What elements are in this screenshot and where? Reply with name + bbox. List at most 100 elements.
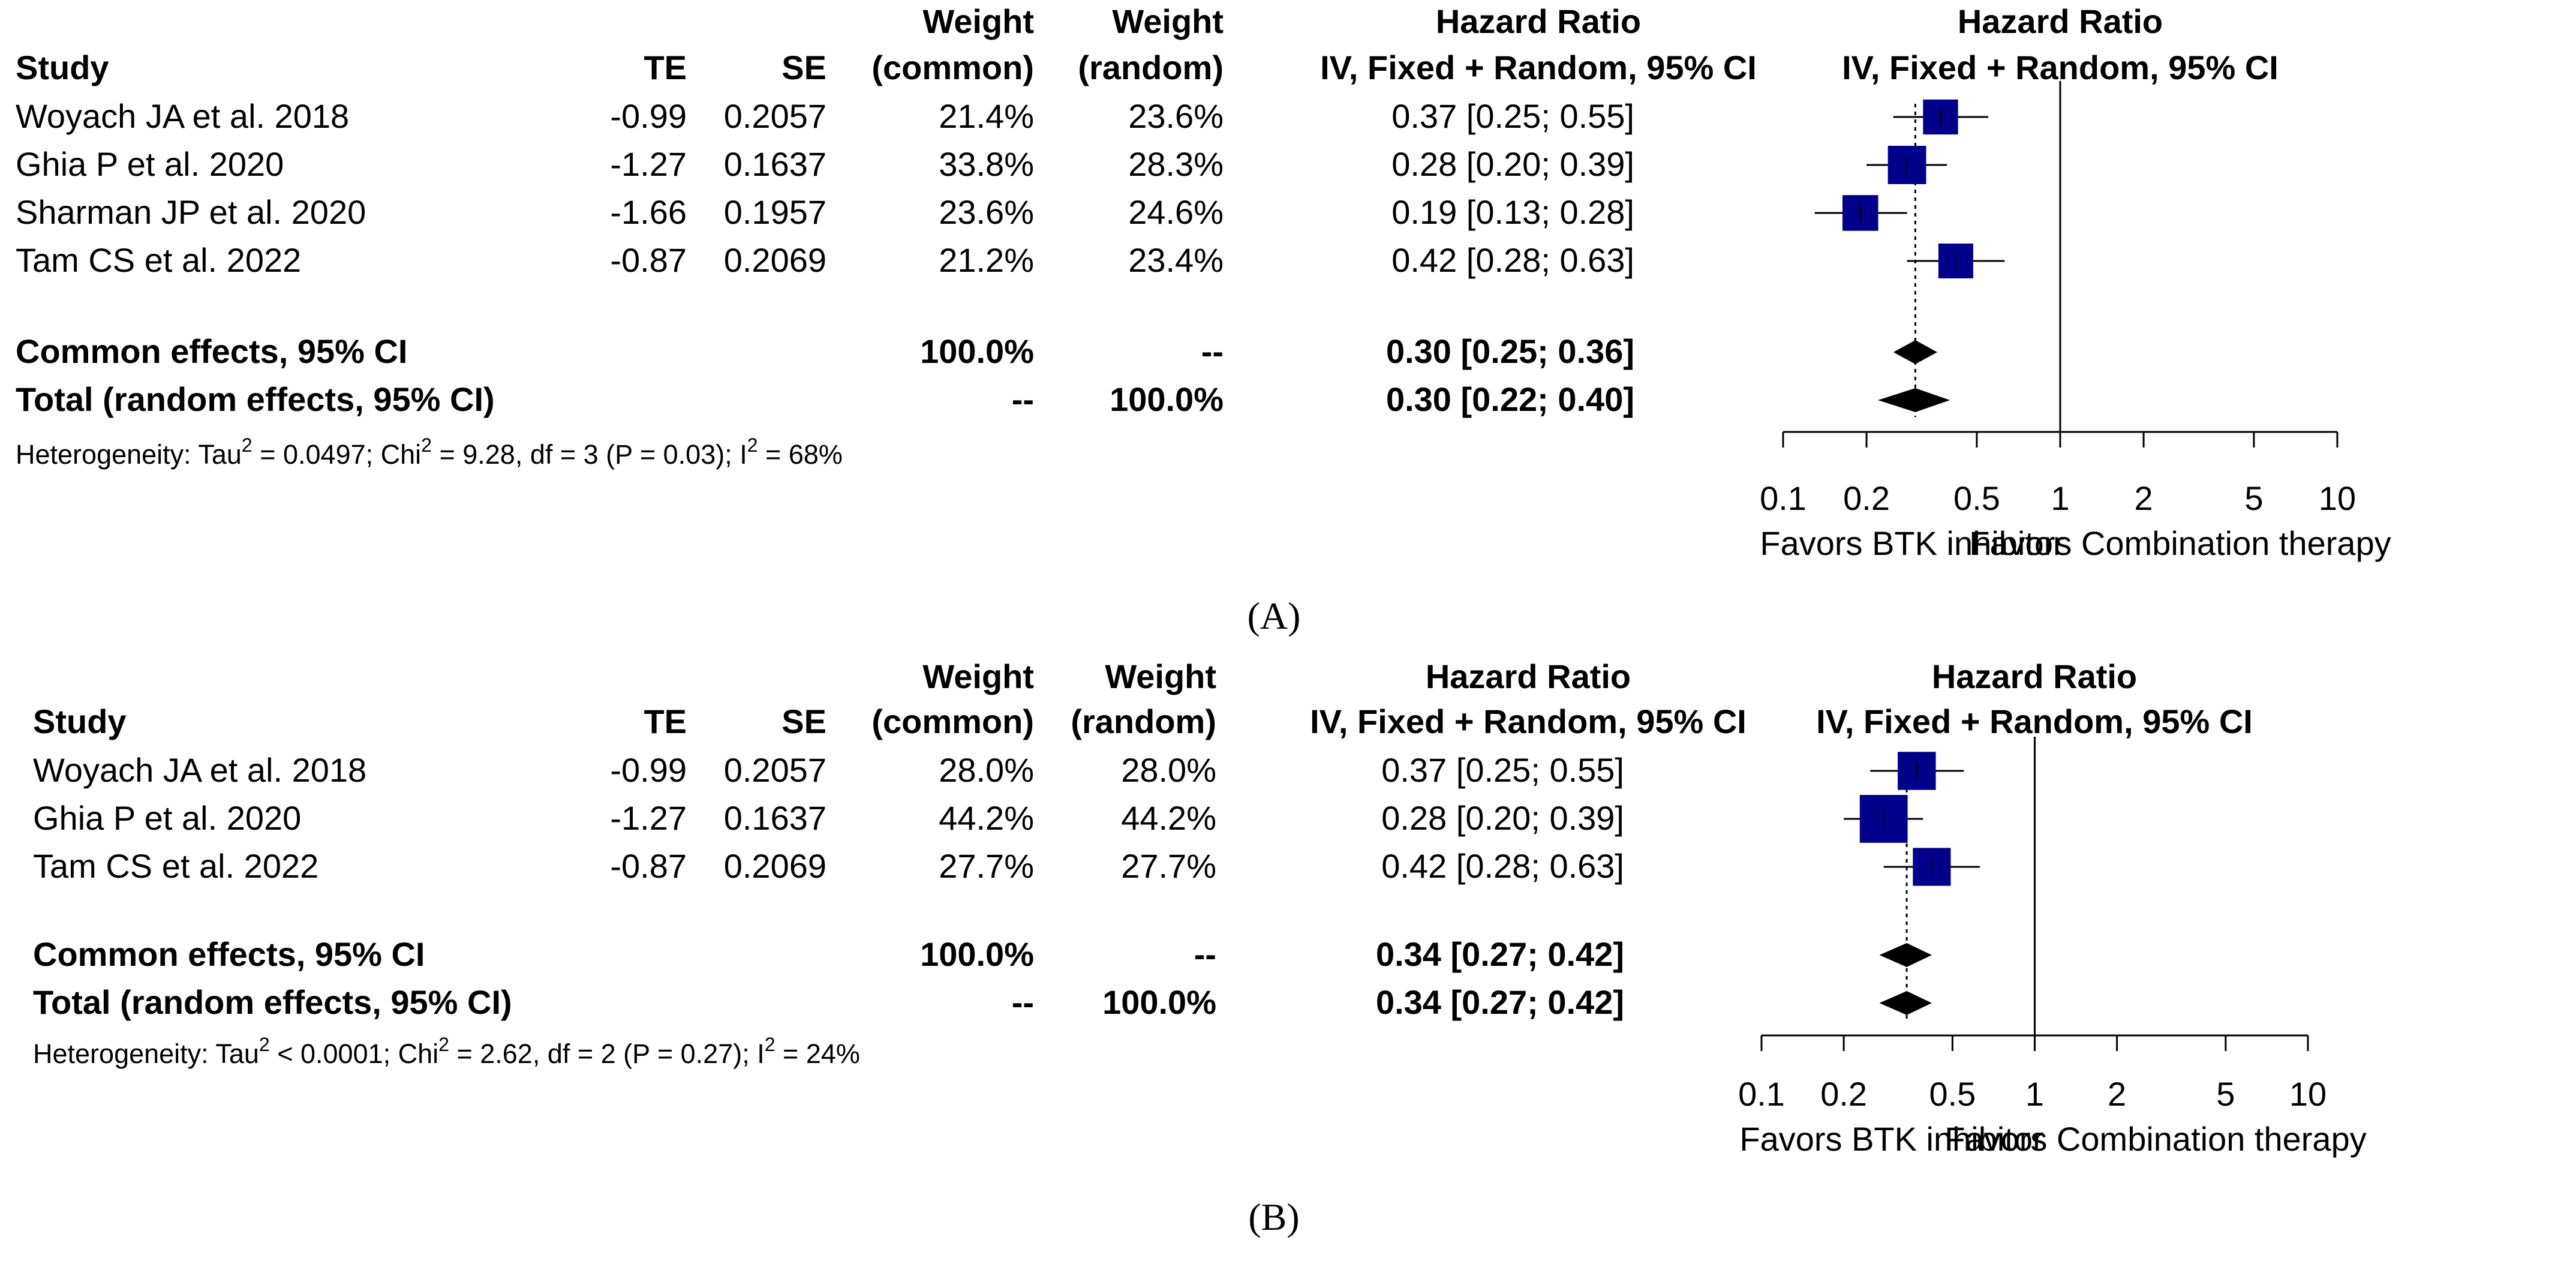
summary-weight-common: 100.0% — [920, 935, 1034, 973]
summary-weight-random: 100.0% — [1102, 983, 1216, 1021]
x-tick-label: 10 — [2289, 1075, 2326, 1113]
study-label: Sharman JP et al. 2020 — [16, 193, 366, 231]
study-label: Woyach JA et al. 2018 — [16, 97, 349, 135]
study-se: 0.2069 — [724, 241, 826, 279]
header-weight-common: Weight — [922, 2, 1034, 40]
summary-hr-ci: 0.34 [0.27; 0.42] — [1376, 935, 1624, 973]
header-weight-random: Weight — [1112, 2, 1224, 40]
study-te: -1.27 — [610, 145, 687, 183]
study-te: -1.27 — [610, 799, 687, 837]
heterogeneity-part: = 24% — [775, 1038, 860, 1069]
study-hr-ci: 0.37 [0.25; 0.55] — [1391, 97, 1634, 135]
panel-label: (A) — [1248, 595, 1301, 637]
study-weight-random: 28.3% — [1128, 145, 1224, 183]
heterogeneity-superscript: 2 — [421, 434, 432, 456]
x-tick-label: 2 — [2108, 1075, 2126, 1113]
favors-left-label: Favors BTK inhibitor — [1739, 1120, 2043, 1158]
summary-weight-common: -- — [1012, 380, 1034, 418]
summary-weight-common: 100.0% — [920, 332, 1034, 370]
study-se: 0.1637 — [724, 145, 826, 183]
heterogeneity-part: Heterogeneity: Tau — [16, 439, 242, 470]
header-hazard-ratio: Hazard Ratio — [1426, 657, 1631, 695]
x-tick-label: 2 — [2134, 479, 2153, 517]
favors-right-label: Favors Combination therapy — [1969, 524, 2391, 562]
header-hazard-ratio-method: IV, Fixed + Random, 95% CI — [1320, 49, 1757, 86]
heterogeneity-text: Heterogeneity: Tau2 = 0.0497; Chi2 = 9.2… — [16, 434, 843, 470]
x-tick-label: 0.2 — [1820, 1075, 1867, 1113]
study-weight-common: 21.2% — [939, 241, 1034, 279]
summary-label: Total (random effects, 95% CI) — [16, 380, 495, 418]
header-te: TE — [644, 702, 687, 740]
x-tick-label: 1 — [2051, 479, 2069, 517]
header-weight-random-sub: (random) — [1071, 702, 1216, 740]
summary-hr-ci: 0.30 [0.22; 0.40] — [1386, 380, 1634, 418]
heterogeneity-superscript: 2 — [747, 434, 758, 456]
study-se: 0.2069 — [724, 847, 826, 885]
study-weight-common: 23.6% — [939, 193, 1034, 231]
study-weight-random: 27.7% — [1121, 847, 1216, 885]
header-hazard-ratio-method: IV, Fixed + Random, 95% CI — [1310, 702, 1747, 740]
favors-right-label: Favors Combination therapy — [1944, 1120, 2366, 1158]
forest-panel-a: Weight Weight Hazard Ratio Hazard Ratio Stud… — [16, 2, 2391, 637]
study-weight-random: 28.0% — [1121, 751, 1216, 789]
study-label: Tam CS et al. 2022 — [33, 847, 318, 885]
x-tick-label: 5 — [2244, 479, 2263, 517]
summary-weight-random: -- — [1194, 935, 1216, 973]
study-weight-random: 23.4% — [1128, 241, 1224, 279]
summary-label: Common effects, 95% CI — [16, 332, 408, 370]
study-label: Ghia P et al. 2020 — [16, 145, 284, 183]
x-tick-label: 1 — [2025, 1075, 2044, 1113]
study-te: -0.87 — [610, 847, 687, 885]
heterogeneity-part: < 0.0001; Chi — [270, 1038, 438, 1069]
summary-weight-random: -- — [1201, 332, 1224, 370]
header-weight-common-sub: (common) — [871, 49, 1034, 86]
summary-diamond — [1878, 388, 1950, 412]
header-plot-hazard-ratio: Hazard Ratio — [1932, 657, 2137, 695]
heterogeneity-part: = 9.28, df = 3 (P = 0.03); I — [432, 439, 747, 470]
heterogeneity-superscript: 2 — [765, 1034, 775, 1055]
study-weight-random: 24.6% — [1128, 193, 1224, 231]
x-tick-label: 0.2 — [1843, 479, 1890, 517]
summary-diamond — [1893, 340, 1938, 364]
study-hr-ci: 0.42 [0.28; 0.63] — [1391, 241, 1634, 279]
study-hr-ci: 0.28 [0.20; 0.39] — [1391, 145, 1634, 183]
study-se: 0.2057 — [724, 751, 826, 789]
x-tick-label: 0.1 — [1738, 1075, 1785, 1113]
header-plot-method: IV, Fixed + Random, 95% CI — [1816, 702, 2253, 740]
summary-hr-ci: 0.30 [0.25; 0.36] — [1386, 332, 1634, 370]
heterogeneity-part: = 0.0497; Chi — [253, 439, 421, 470]
x-tick-label: 0.5 — [1929, 1075, 1976, 1113]
summary-hr-ci: 0.34 [0.27; 0.42] — [1376, 983, 1624, 1021]
header-weight-common-sub: (common) — [871, 702, 1034, 740]
study-weight-common: 21.4% — [939, 97, 1034, 135]
study-se: 0.1637 — [724, 799, 826, 837]
study-hr-ci: 0.28 [0.20; 0.39] — [1381, 799, 1624, 837]
study-te: -0.99 — [610, 97, 687, 135]
study-te: -1.66 — [610, 193, 687, 231]
x-tick-label: 5 — [2216, 1075, 2235, 1113]
header-study: Study — [33, 702, 127, 740]
study-se: 0.1957 — [724, 193, 826, 231]
study-weight-random: 44.2% — [1121, 799, 1216, 837]
panel-label: (B) — [1248, 1196, 1299, 1238]
heterogeneity-text: Heterogeneity: Tau2 < 0.0001; Chi2 = 2.6… — [33, 1034, 860, 1069]
header-weight-random-sub: (random) — [1078, 49, 1224, 86]
header-te: TE — [644, 49, 687, 86]
heterogeneity-superscript: 2 — [259, 1034, 270, 1055]
forest-panel-b: Weight Weight Hazard Ratio Hazard Ratio Stud… — [33, 657, 2367, 1238]
header-weight-random: Weight — [1105, 657, 1216, 695]
header-se: SE — [781, 49, 826, 86]
study-te: -0.99 — [610, 751, 687, 789]
study-hr-ci: 0.37 [0.25; 0.55] — [1381, 751, 1624, 789]
study-label: Tam CS et al. 2022 — [16, 241, 301, 279]
study-label: Woyach JA et al. 2018 — [33, 751, 366, 789]
study-weight-common: 28.0% — [939, 751, 1034, 789]
summary-weight-common: -- — [1012, 983, 1034, 1021]
heterogeneity-superscript: 2 — [438, 1034, 449, 1055]
study-te: -0.87 — [610, 241, 687, 279]
study-weight-common: 27.7% — [939, 847, 1034, 885]
study-weight-common: 44.2% — [939, 799, 1034, 837]
heterogeneity-superscript: 2 — [242, 434, 253, 456]
